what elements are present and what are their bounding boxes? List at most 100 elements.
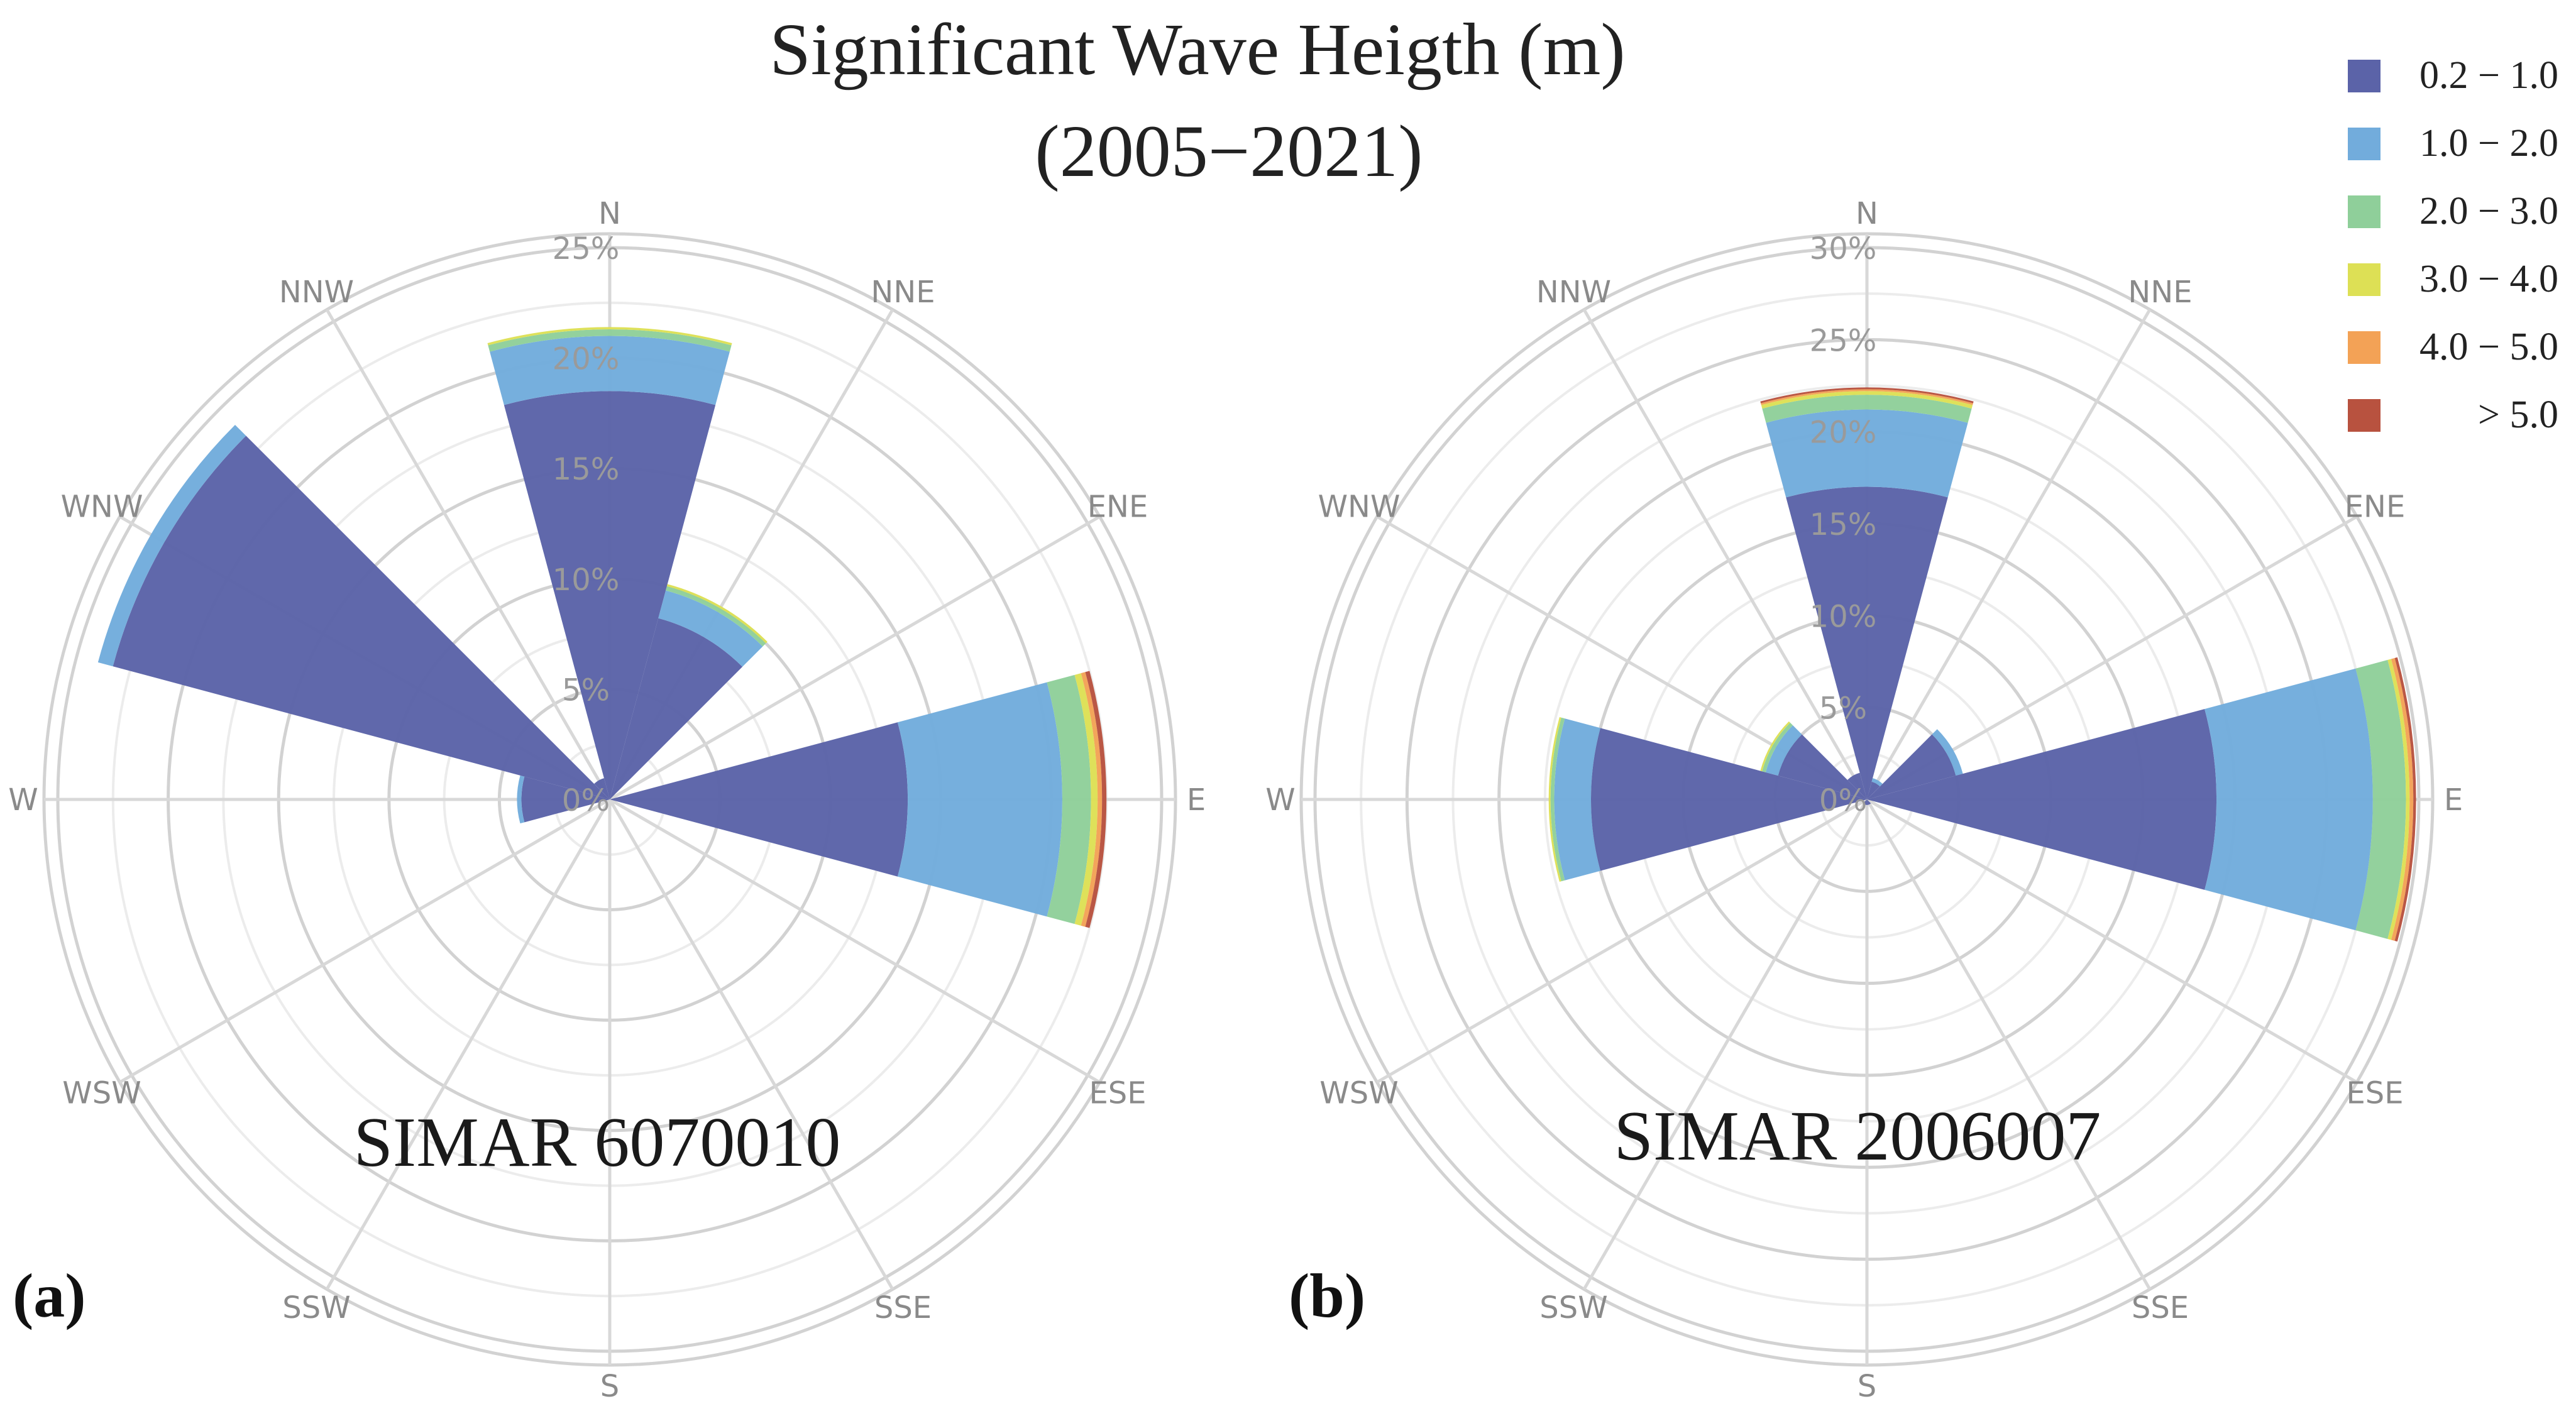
bar-e-bin6 — [2394, 657, 2416, 942]
direction-label-e: E — [1187, 782, 1206, 818]
bar-s-bin1 — [1865, 799, 1869, 805]
bar-n-bin4 — [487, 327, 732, 346]
direction-label-n: N — [598, 196, 621, 231]
direction-label-ene: ENE — [1087, 490, 1148, 525]
bar-w-bin1 — [521, 776, 610, 823]
bar-w-bin2 — [517, 775, 525, 824]
bar-e-bin4 — [2387, 659, 2410, 940]
legend-label: 2.0 − 3.0 — [2419, 190, 2558, 233]
windrose-bars — [1548, 387, 2416, 942]
direction-label-nne: NNE — [871, 275, 935, 310]
bar-n-bin3 — [488, 329, 732, 352]
spoke-ene — [608, 515, 1101, 801]
legend-swatch — [2348, 60, 2381, 92]
direction-labels: N NNE ENE E ESE SSE S SSW WSW W WNW NNW — [8, 196, 1206, 1404]
bar-n-bin2 — [1766, 409, 1968, 498]
direction-label-nne: NNE — [2128, 275, 2192, 310]
radial-tick-label: 20% — [1810, 415, 1877, 451]
spoke-ssw — [325, 798, 612, 1290]
windrose-panel-a: 0% 5% 10% 15% 20% 25%N NNE ENE E ESE SSE S SSW WSW W WN… — [8, 196, 1206, 1404]
bar-e-bin5 — [2391, 658, 2414, 941]
legend-label: 3.0 − 4.0 — [2419, 258, 2558, 300]
radial-tick-label: 5% — [1819, 691, 1867, 727]
radial-tick-labels: 0% 5% 10% 15% 20% 25% 30% — [1810, 231, 1877, 818]
direction-label-ese: ESE — [1089, 1076, 1146, 1111]
direction-label-s: S — [600, 1369, 619, 1404]
legend: 0.2 − 1.0 1.0 − 2.0 2.0 − 3.0 3.0 − 4.0 4.0 … — [2348, 54, 2558, 436]
bar-n-bin6 — [1760, 387, 1974, 403]
panel-label: (a) — [13, 1261, 86, 1330]
bar-n-bin4 — [1761, 391, 1973, 409]
bar-wnw-bin4 — [1760, 721, 1790, 772]
direction-label-sse: SSE — [874, 1290, 932, 1325]
station-label: SIMAR 6070010 — [354, 1104, 841, 1182]
radial-tick-label: 0% — [1819, 783, 1867, 818]
direction-label-ssw: SSW — [1539, 1290, 1607, 1325]
bar-n-bin1 — [504, 391, 716, 799]
bar-n-bin5 — [1761, 389, 1973, 405]
bar-e-bin4 — [1074, 673, 1098, 926]
direction-label-sse: SSE — [2132, 1290, 2189, 1325]
bar-e-bin3 — [2355, 660, 2406, 939]
spoke-wsw — [119, 798, 611, 1084]
radial-tick-label: 25% — [553, 231, 620, 266]
spoke-ese — [1866, 798, 2358, 1084]
station-label: SIMAR 2006007 — [1614, 1097, 2101, 1175]
legend-label: > 5.0 — [2478, 393, 2558, 436]
direction-label-nnw: NNW — [279, 275, 354, 310]
spoke-nne — [1865, 309, 2152, 801]
windrose-panel-b: 0% 5% 10% 15% 20% 25% 30%N NNE ENE E ESE SSE S SSW WSW… — [1265, 196, 2463, 1404]
spoke-sse — [608, 798, 894, 1290]
bar-wnw-bin2 — [1765, 725, 1802, 776]
bar-nnw-bin1 — [594, 778, 610, 799]
direction-label-wsw: WSW — [1319, 1076, 1398, 1111]
bar-nne-bin1 — [1867, 781, 1880, 799]
figure-title-line1: Significant Wave Heigth (m) — [769, 8, 1625, 91]
spoke-ese — [608, 798, 1101, 1084]
legend-swatch — [2348, 195, 2381, 228]
panel-label: (b) — [1289, 1261, 1365, 1330]
bar-ene-bin2 — [1932, 729, 1963, 776]
radial-tick-label: 5% — [562, 672, 610, 708]
bar-wnw-bin1 — [113, 436, 610, 799]
bar-w-bin4 — [1548, 716, 1561, 882]
spoke-wsw — [1376, 798, 1868, 1084]
bar-e-bin1 — [610, 722, 908, 877]
direction-label-w: W — [1265, 782, 1295, 818]
spoke-ssw — [1582, 798, 1869, 1290]
legend-swatch — [2348, 399, 2381, 432]
direction-label-ese: ESE — [2346, 1076, 2403, 1111]
windrose-bars — [97, 327, 1107, 928]
bar-n-bin2 — [490, 336, 730, 405]
legend-swatch — [2348, 263, 2381, 296]
radial-tick-label: 0% — [562, 783, 610, 818]
bar-e-bin2 — [2204, 668, 2373, 931]
legend-swatch — [2348, 331, 2381, 364]
direction-label-nnw: NNW — [1536, 275, 1611, 310]
bar-n-bin1 — [1786, 486, 1948, 799]
radial-tick-label: 10% — [1810, 599, 1877, 634]
bar-nne-bin2 — [658, 590, 763, 667]
bar-w-bin1 — [1591, 728, 1867, 871]
spoke-nnw — [1582, 309, 1869, 801]
radial-tick-label: 30% — [1810, 231, 1877, 266]
bar-wnw-bin3 — [1762, 722, 1793, 772]
figure-title-line2: (2005−2021) — [1035, 110, 1423, 192]
direction-label-w: W — [8, 782, 38, 818]
direction-label-s: S — [1858, 1369, 1876, 1404]
bar-e-bin5 — [1081, 672, 1103, 927]
bar-wnw-bin2 — [97, 424, 246, 667]
bar-ssw-bin1 — [1863, 799, 1867, 805]
bar-n-bin3 — [1762, 395, 1972, 423]
bar-nne-bin2 — [1871, 778, 1883, 787]
legend-label: 4.0 − 5.0 — [2419, 326, 2558, 368]
legend-label: 0.2 − 1.0 — [2419, 54, 2558, 97]
direction-label-n: N — [1856, 196, 1878, 231]
radial-tick-label: 15% — [1810, 507, 1877, 542]
direction-label-wnw: WNW — [1318, 490, 1401, 525]
direction-labels: N NNE ENE E ESE SSE S SSW WSW W WNW NNW — [1265, 196, 2463, 1404]
bar-w-bin2 — [1554, 718, 1600, 881]
direction-label-ene: ENE — [2345, 490, 2406, 525]
direction-label-e: E — [2444, 782, 2463, 818]
